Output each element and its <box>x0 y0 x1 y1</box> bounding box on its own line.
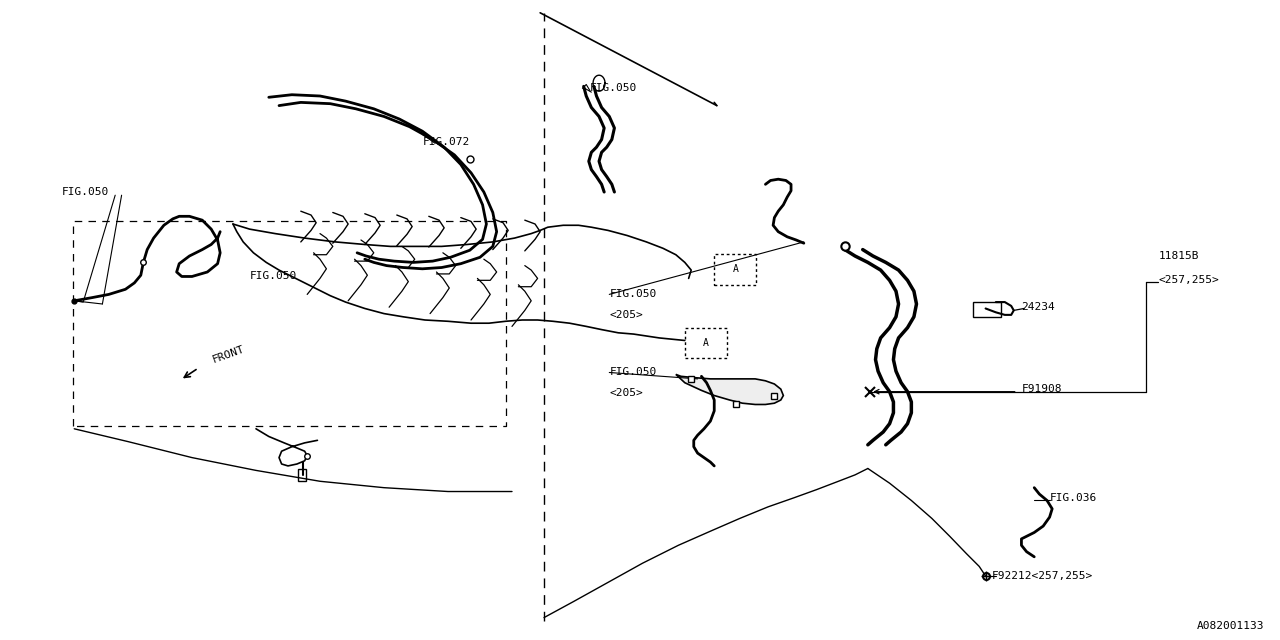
Text: <257,255>: <257,255> <box>1158 275 1219 285</box>
Text: A: A <box>732 264 739 275</box>
Text: FRONT: FRONT <box>211 344 246 365</box>
Text: <205>: <205> <box>609 388 643 398</box>
Text: <205>: <205> <box>609 310 643 320</box>
Text: F91908: F91908 <box>1021 384 1062 394</box>
Text: FIG.036: FIG.036 <box>1050 493 1097 503</box>
Text: FIG.050: FIG.050 <box>609 289 657 300</box>
Text: 24234: 24234 <box>1021 302 1055 312</box>
Bar <box>685 328 727 358</box>
Text: A082001133: A082001133 <box>1197 621 1265 631</box>
Text: FIG.050: FIG.050 <box>590 83 637 93</box>
Text: FIG.050: FIG.050 <box>61 187 109 197</box>
Text: F92212<257,255>: F92212<257,255> <box>992 571 1093 581</box>
Text: A: A <box>703 338 709 348</box>
Text: FIG.072: FIG.072 <box>422 137 470 147</box>
Text: 11815B: 11815B <box>1158 251 1199 261</box>
Bar <box>714 254 756 285</box>
Polygon shape <box>676 374 783 404</box>
Bar <box>973 302 1001 317</box>
Bar <box>298 469 306 481</box>
Text: FIG.050: FIG.050 <box>250 271 297 282</box>
Text: FIG.050: FIG.050 <box>609 367 657 378</box>
